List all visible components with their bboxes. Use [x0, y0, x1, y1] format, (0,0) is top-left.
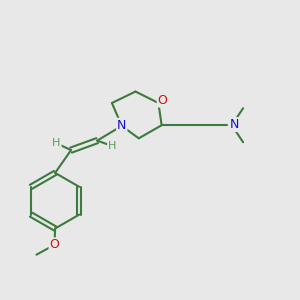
- Text: N: N: [117, 119, 126, 132]
- Text: N: N: [230, 118, 239, 131]
- Text: O: O: [50, 238, 59, 251]
- Text: O: O: [158, 94, 168, 106]
- Text: H: H: [52, 138, 61, 148]
- Text: H: H: [108, 142, 116, 152]
